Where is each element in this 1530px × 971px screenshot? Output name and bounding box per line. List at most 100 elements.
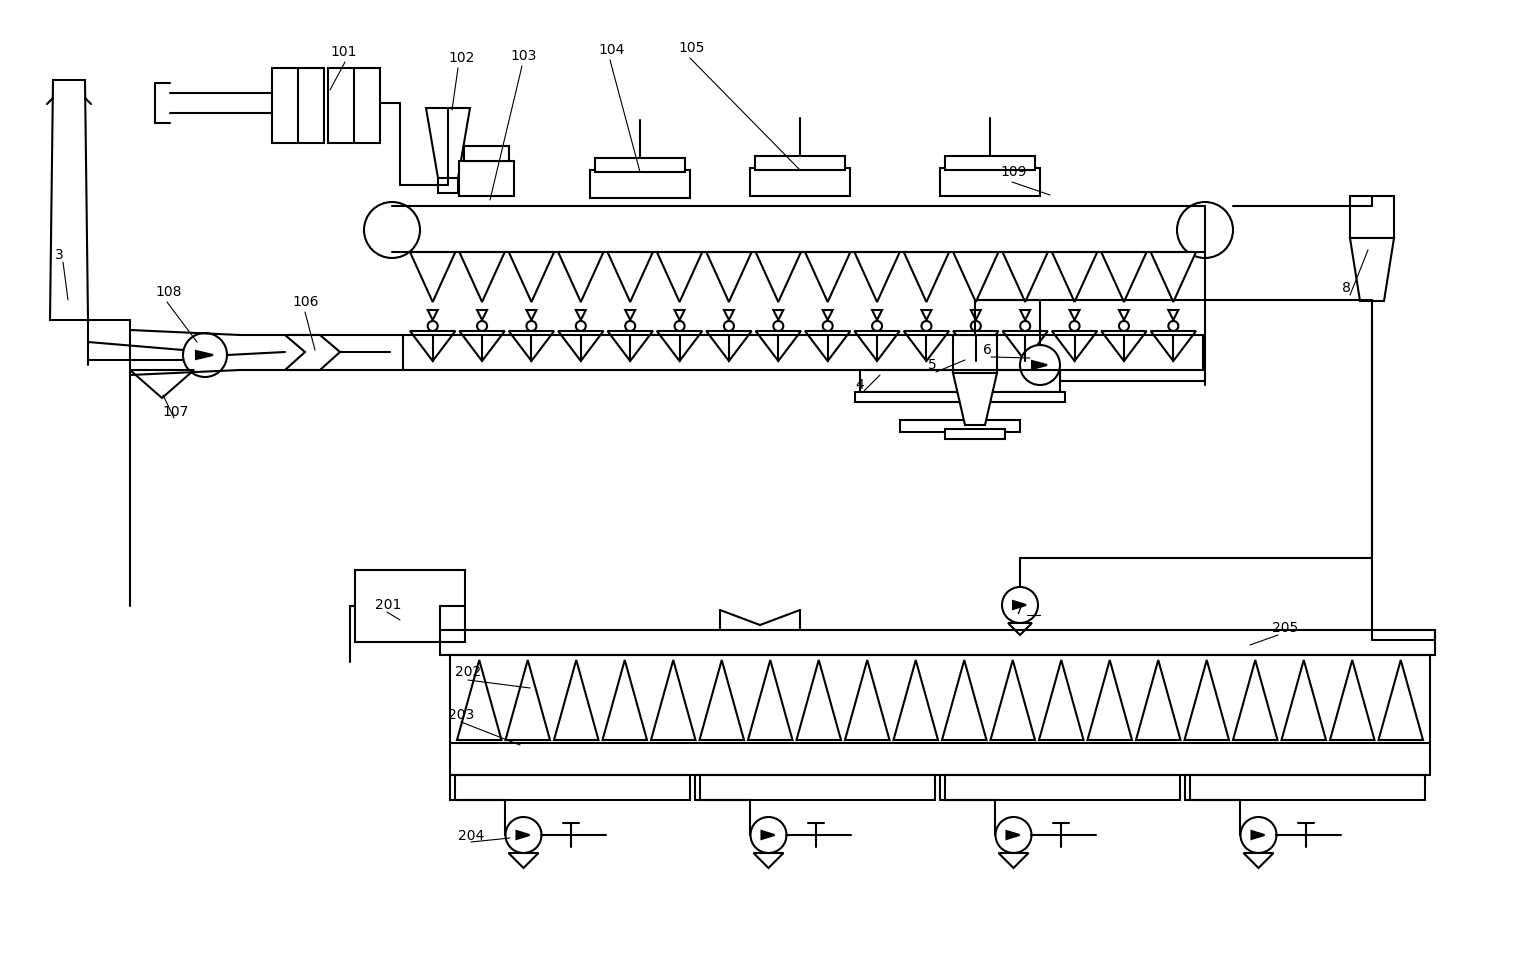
Polygon shape <box>707 331 751 361</box>
Polygon shape <box>756 252 802 302</box>
Polygon shape <box>1282 660 1327 740</box>
Polygon shape <box>1069 310 1080 320</box>
Polygon shape <box>1151 331 1196 361</box>
Circle shape <box>1002 587 1037 623</box>
Text: 107: 107 <box>162 405 188 419</box>
Text: 106: 106 <box>292 295 318 309</box>
Polygon shape <box>699 660 744 740</box>
Polygon shape <box>509 252 554 302</box>
Circle shape <box>773 321 783 331</box>
Polygon shape <box>607 252 653 302</box>
Bar <box>595 158 685 172</box>
Bar <box>946 429 1005 439</box>
Polygon shape <box>1002 331 1048 361</box>
Polygon shape <box>1021 310 1030 320</box>
Bar <box>754 156 845 170</box>
Circle shape <box>526 321 537 331</box>
Polygon shape <box>756 331 802 361</box>
Bar <box>939 168 1040 196</box>
Circle shape <box>751 817 786 853</box>
Polygon shape <box>675 310 684 320</box>
Polygon shape <box>1033 361 1047 369</box>
Polygon shape <box>854 252 900 302</box>
Circle shape <box>477 321 487 331</box>
Circle shape <box>428 321 438 331</box>
Circle shape <box>184 333 226 377</box>
Polygon shape <box>854 331 900 361</box>
Polygon shape <box>953 373 998 425</box>
Text: 7: 7 <box>1014 603 1024 617</box>
Polygon shape <box>459 331 505 361</box>
Circle shape <box>724 321 734 331</box>
Bar <box>591 170 690 198</box>
Polygon shape <box>554 660 598 740</box>
Polygon shape <box>457 660 502 740</box>
Circle shape <box>1069 321 1080 331</box>
Text: 108: 108 <box>155 285 182 299</box>
Text: 3: 3 <box>55 248 64 262</box>
Circle shape <box>1118 321 1129 331</box>
Polygon shape <box>823 310 832 320</box>
Bar <box>450 775 690 800</box>
Polygon shape <box>1051 331 1097 361</box>
Bar <box>695 775 935 800</box>
Bar <box>327 68 379 143</box>
Polygon shape <box>805 331 851 361</box>
Text: 6: 6 <box>982 343 991 357</box>
Polygon shape <box>753 853 783 868</box>
Text: 109: 109 <box>1001 165 1027 179</box>
Text: 105: 105 <box>678 41 704 55</box>
Polygon shape <box>459 252 505 302</box>
Text: 205: 205 <box>1271 621 1299 635</box>
Polygon shape <box>904 252 949 302</box>
Text: 201: 201 <box>375 598 401 612</box>
Bar <box>946 156 1034 170</box>
Text: 5: 5 <box>929 358 936 372</box>
Circle shape <box>872 321 883 331</box>
Polygon shape <box>410 252 456 302</box>
Polygon shape <box>650 660 696 740</box>
Polygon shape <box>517 831 529 839</box>
Polygon shape <box>1135 660 1181 740</box>
Circle shape <box>1241 817 1276 853</box>
Polygon shape <box>921 310 932 320</box>
Polygon shape <box>428 310 438 320</box>
Polygon shape <box>762 831 774 839</box>
Polygon shape <box>607 331 653 361</box>
Polygon shape <box>1118 310 1129 320</box>
Polygon shape <box>999 853 1028 868</box>
Polygon shape <box>872 310 883 320</box>
Polygon shape <box>707 252 751 302</box>
Polygon shape <box>509 331 554 361</box>
Polygon shape <box>196 351 213 359</box>
Polygon shape <box>425 108 470 178</box>
Circle shape <box>675 321 684 331</box>
Polygon shape <box>904 331 949 361</box>
Polygon shape <box>477 310 487 320</box>
Polygon shape <box>773 310 783 320</box>
Polygon shape <box>410 331 456 361</box>
Circle shape <box>996 817 1031 853</box>
Text: 204: 204 <box>457 829 485 843</box>
Polygon shape <box>1102 331 1146 361</box>
Polygon shape <box>508 853 539 868</box>
Text: 104: 104 <box>598 43 624 57</box>
Polygon shape <box>1349 238 1394 301</box>
Polygon shape <box>1233 660 1278 740</box>
Polygon shape <box>1330 660 1374 740</box>
Circle shape <box>823 321 832 331</box>
Polygon shape <box>603 660 647 740</box>
Polygon shape <box>1051 252 1097 302</box>
Polygon shape <box>845 660 889 740</box>
Bar <box>855 392 1065 402</box>
Text: 8: 8 <box>1342 281 1351 295</box>
Bar <box>464 146 509 161</box>
Polygon shape <box>805 252 851 302</box>
Polygon shape <box>1102 252 1146 302</box>
Polygon shape <box>1039 660 1083 740</box>
Text: 203: 203 <box>448 708 474 722</box>
Circle shape <box>921 321 932 331</box>
Circle shape <box>1177 202 1233 258</box>
Polygon shape <box>1007 831 1019 839</box>
Polygon shape <box>990 660 1034 740</box>
